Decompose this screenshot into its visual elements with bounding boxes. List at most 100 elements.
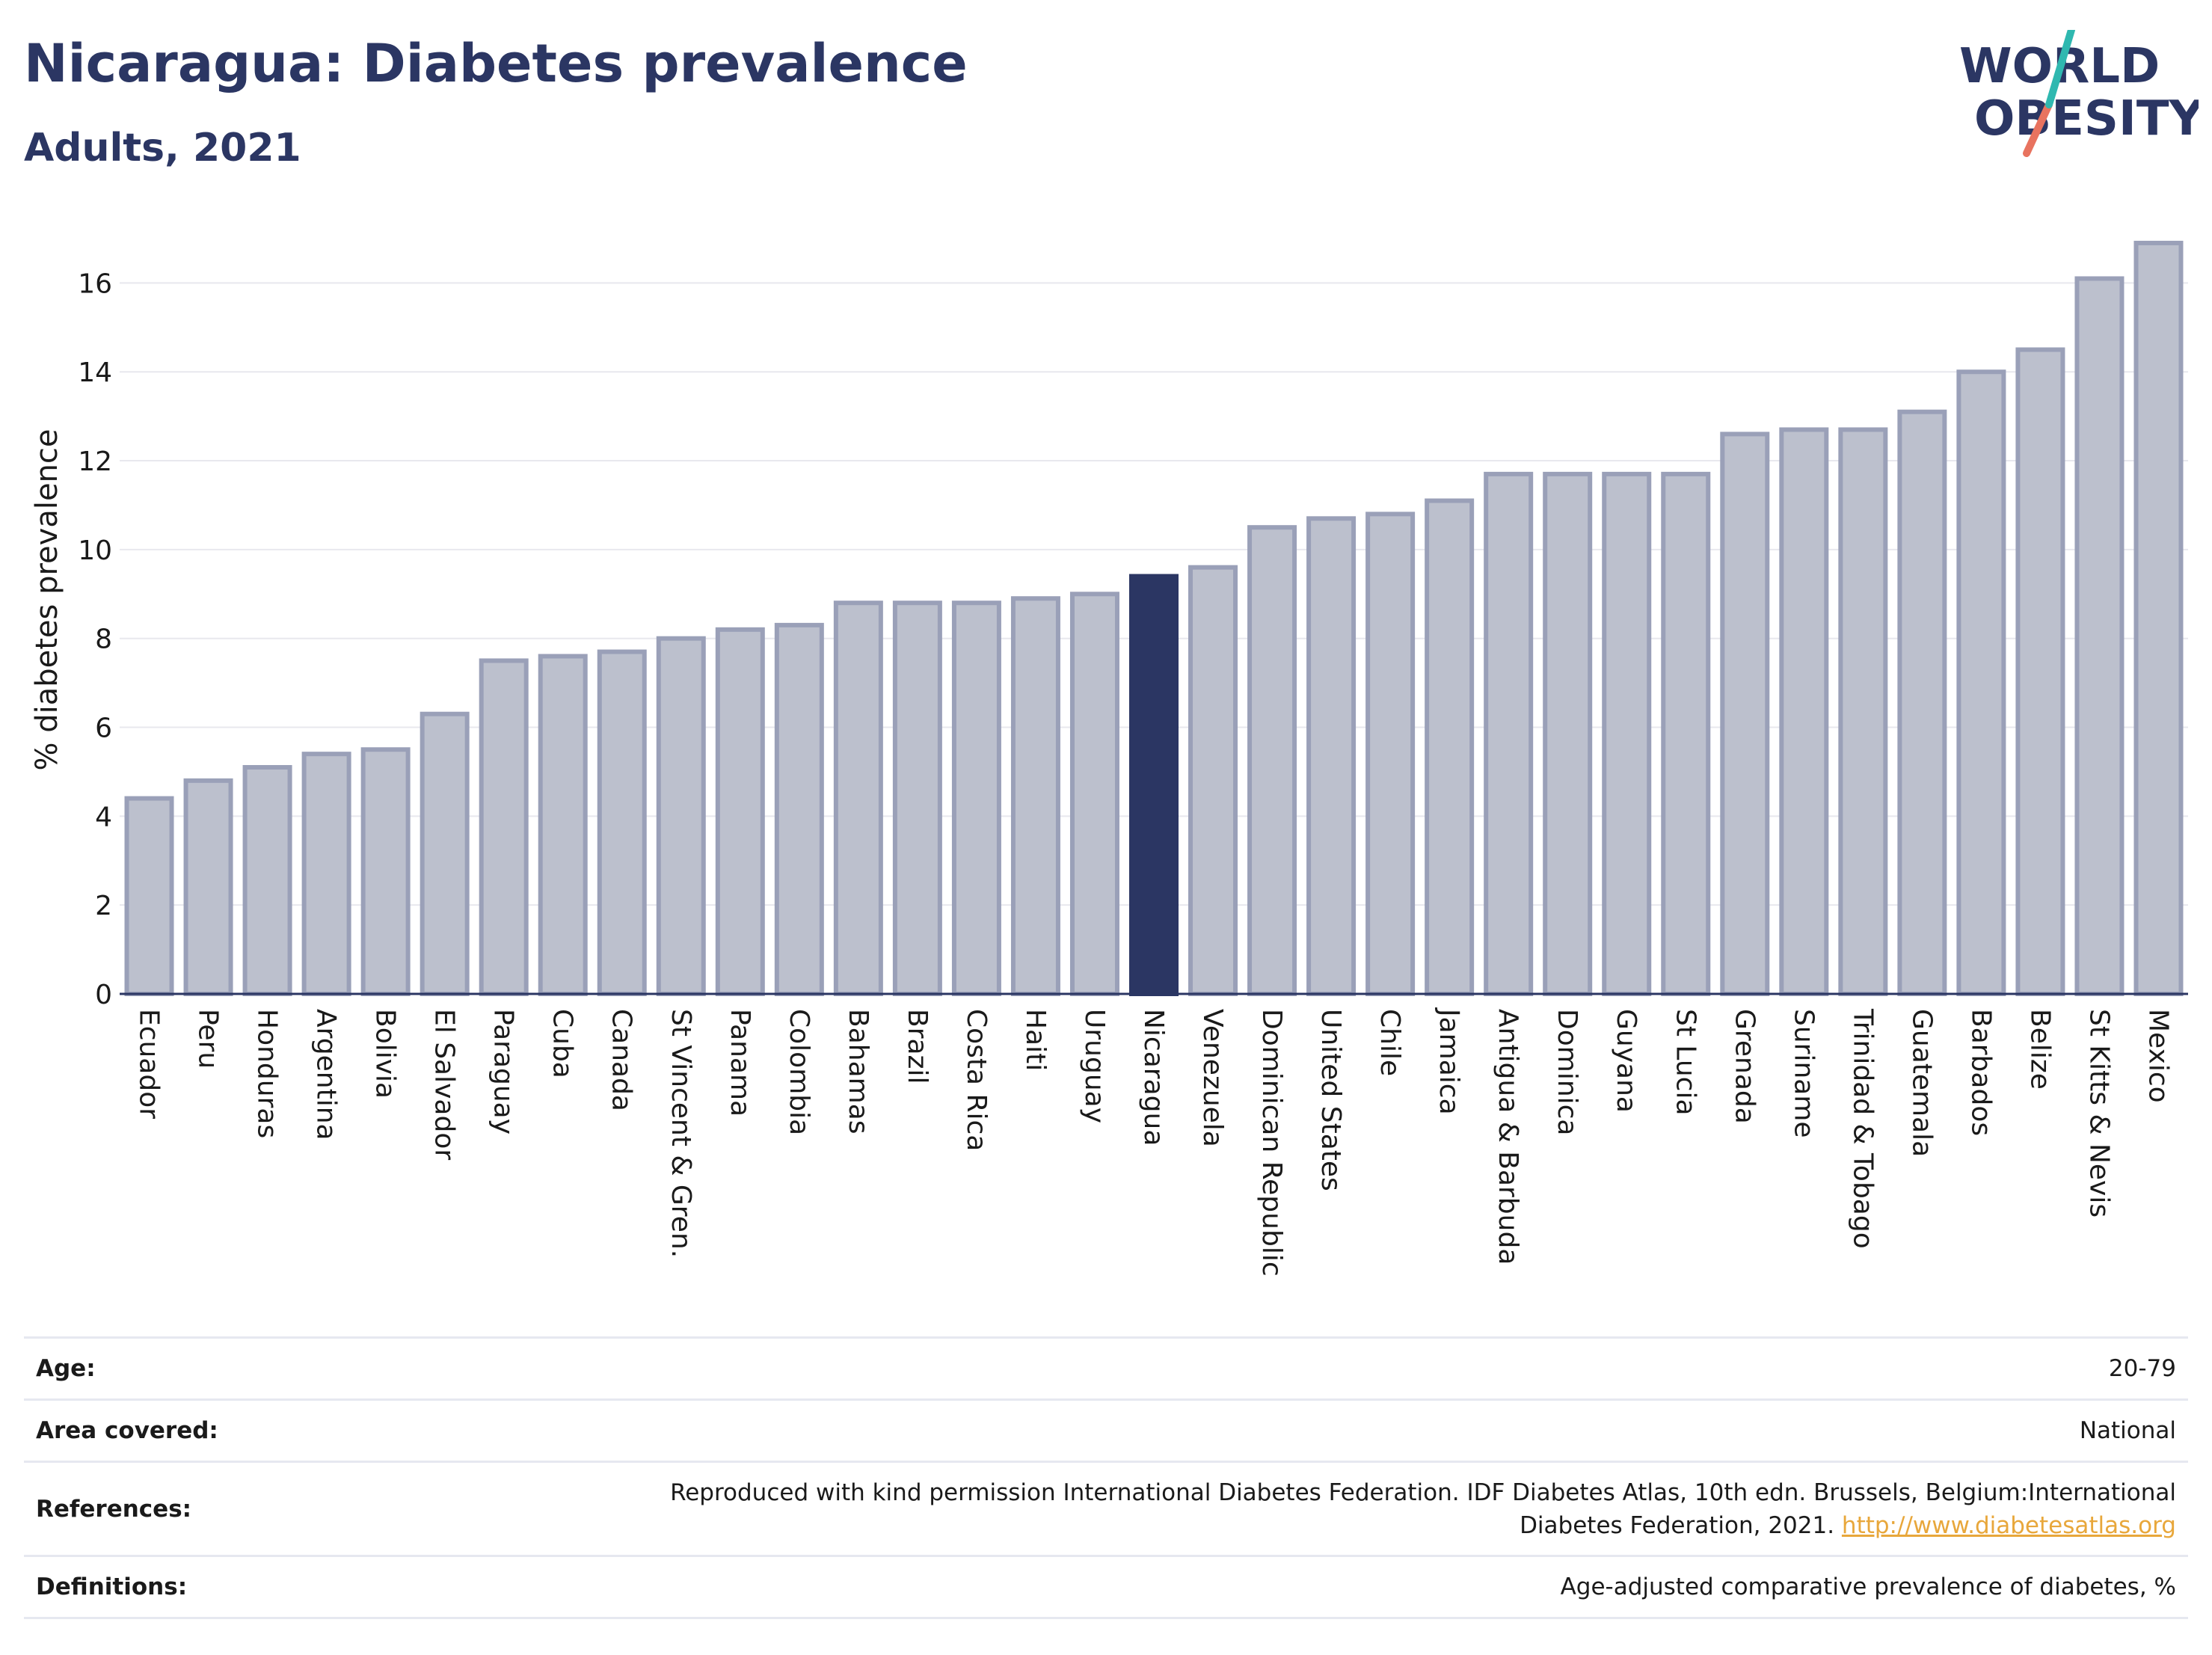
- x-tick-label: Belize: [2024, 1009, 2055, 1090]
- svg-text:OBESITY: OBESITY: [1974, 91, 2199, 147]
- page-title: Nicaragua: Diabetes prevalence: [24, 33, 968, 94]
- bar: [1779, 427, 1829, 996]
- bar: [715, 627, 765, 997]
- x-tick-label: St Lucia: [1670, 1009, 1701, 1116]
- y-axis-label: % diabetes prevalence: [30, 429, 64, 770]
- bar: [538, 654, 588, 996]
- x-tick-label: Bahamas: [843, 1009, 873, 1134]
- y-tick-label: 10: [78, 535, 112, 566]
- x-tick-label: Peru: [193, 1009, 224, 1069]
- info-label: Definitions:: [36, 1573, 188, 1600]
- y-tick-label: 14: [78, 357, 112, 388]
- x-tick-label: United States: [1315, 1009, 1346, 1191]
- x-tick-label: Ecuador: [134, 1009, 165, 1119]
- bar: [892, 601, 942, 996]
- x-tick-label: Bolivia: [370, 1009, 401, 1099]
- x-tick-label: Panama: [725, 1009, 755, 1117]
- bar: [360, 747, 411, 996]
- bar: [1602, 471, 1652, 996]
- bar: [597, 649, 647, 996]
- y-tick-label: 6: [95, 713, 112, 744]
- bar: [1838, 427, 1888, 996]
- bar: [1425, 498, 1475, 996]
- bar: [1069, 592, 1119, 996]
- x-tick-labels: Ecuador Peru Honduras Argentina Bolivia El Sa…: [134, 1007, 2174, 1277]
- x-tick-label: Suriname: [1788, 1009, 1819, 1138]
- reference-link[interactable]: http://www.diabetesatlas.org: [1841, 1511, 2176, 1539]
- x-tick-label: Trinidad & Tobago: [1847, 1008, 1878, 1249]
- x-tick-label: Guyana: [1611, 1009, 1641, 1113]
- x-tick-label: El Salvador: [429, 1009, 460, 1160]
- page-subtitle: Adults, 2021: [24, 126, 301, 171]
- x-tick-label: Jamaica: [1434, 1007, 1464, 1115]
- bar: [1010, 596, 1060, 996]
- x-tick-label: Brazil: [902, 1009, 933, 1084]
- x-tick-label: Nicaragua: [1138, 1009, 1169, 1146]
- world-obesity-logo: WORLD OBESITY: [1959, 30, 2199, 157]
- bar: [1365, 512, 1416, 996]
- x-tick-label: Chile: [1374, 1009, 1405, 1076]
- x-tick-label: Dominican Republic: [1256, 1009, 1287, 1277]
- x-tick-label: Argentina: [311, 1009, 342, 1140]
- bar: [774, 622, 824, 996]
- bar: [951, 601, 1001, 996]
- bar: [1720, 432, 1770, 996]
- bar: [1897, 409, 1947, 996]
- bar: [242, 765, 292, 996]
- bar: [1484, 471, 1534, 996]
- x-tick-label: Haiti: [1020, 1009, 1051, 1071]
- x-tick-label: Honduras: [252, 1009, 283, 1138]
- bar: [1956, 369, 2006, 996]
- info-row: Age: 20-79: [24, 1336, 2188, 1398]
- info-label: Age:: [36, 1355, 96, 1382]
- bar: [420, 711, 470, 996]
- y-tick-label: 2: [95, 891, 112, 921]
- bar: [479, 658, 529, 996]
- x-tick-label: Grenada: [1729, 1009, 1760, 1124]
- info-value: National: [2079, 1417, 2176, 1444]
- x-tick-label: Guatemala: [1906, 1009, 1937, 1157]
- bar: [124, 796, 174, 997]
- x-tick-label: Venezuela: [1197, 1009, 1228, 1147]
- x-tick-label: Antigua & Barbuda: [1493, 1009, 1523, 1265]
- x-tick-label: Colombia: [784, 1009, 814, 1135]
- x-tick-label: Mexico: [2142, 1009, 2173, 1103]
- bars: [124, 240, 2184, 997]
- x-tick-label: St Kitts & Nevis: [2083, 1009, 2114, 1218]
- bar: [1188, 565, 1238, 996]
- x-tick-label: Cuba: [547, 1009, 578, 1078]
- bar: [656, 636, 706, 996]
- x-tick-label: Barbados: [1965, 1009, 1996, 1136]
- bar-chart: 0 2 4 6 8 10 12 14 16 Ecuador Peru Honduras Argenti…: [30, 240, 2188, 1277]
- bar: [183, 778, 233, 996]
- y-tick-label: 4: [95, 802, 112, 832]
- x-tick-label: St Vincent & Gren.: [666, 1009, 696, 1258]
- info-value: 20-79: [2108, 1355, 2176, 1382]
- info-label: Area covered:: [36, 1417, 218, 1444]
- y-tick-label: 12: [78, 446, 112, 477]
- y-tick-labels: 0 2 4 6 8 10 12 14 16: [78, 268, 112, 1010]
- bar: [1543, 471, 1593, 996]
- bar: [2015, 347, 2065, 996]
- info-row: References: Reproduced with kind permissi…: [24, 1461, 2188, 1555]
- info-row: Area covered: National: [24, 1398, 2188, 1461]
- y-tick-label: 8: [95, 624, 112, 655]
- x-tick-label: Dominica: [1552, 1009, 1582, 1136]
- bar: [301, 752, 351, 996]
- bar: [1661, 471, 1711, 996]
- bar: [833, 601, 883, 996]
- x-tick-label: Uruguay: [1079, 1009, 1110, 1123]
- bar: [2133, 240, 2184, 996]
- bar-highlight: [1129, 574, 1179, 996]
- x-tick-label: Costa Rica: [961, 1009, 992, 1151]
- info-value: Age-adjusted comparative prevalence of d…: [1560, 1573, 2176, 1600]
- bar: [1306, 516, 1357, 996]
- y-tick-label: 16: [78, 268, 112, 299]
- bar: [2074, 276, 2125, 996]
- bar: [1247, 525, 1297, 996]
- info-row: Definitions: Age-adjusted comparative pre…: [24, 1555, 2188, 1619]
- info-label: References:: [36, 1495, 192, 1523]
- x-tick-label: Paraguay: [488, 1009, 519, 1134]
- y-tick-label: 0: [95, 980, 112, 1010]
- x-tick-label: Canada: [606, 1009, 637, 1111]
